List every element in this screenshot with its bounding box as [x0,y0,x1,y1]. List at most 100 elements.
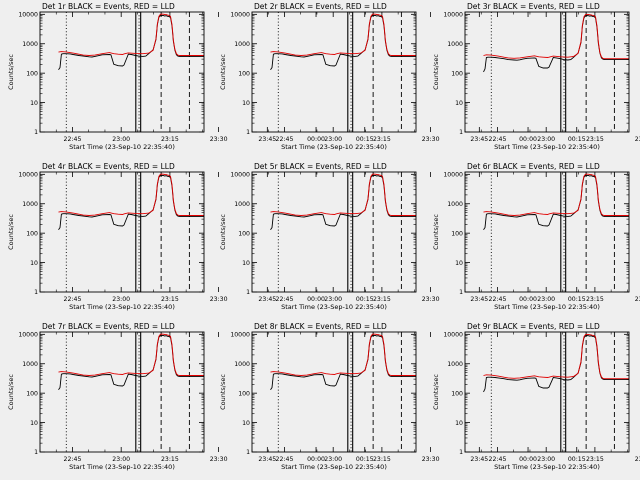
y-tick-label: 1000 [22,201,38,208]
plot-frame [251,331,417,453]
y-tick-label: 1000 [447,201,463,208]
panel-title: Det 9r BLACK = Events, RED = LLD [467,322,600,331]
panel-det-5: Det 5r BLACK = Events, RED = LLD11010010… [219,162,586,311]
x-tick-label: 23:45 [258,136,276,143]
y-tick-label: 100 [238,70,250,77]
y-axis-label: Counts/sec [7,214,15,250]
y-tick-label: 10 [30,420,38,427]
x-tick-label: 22:45 [64,296,82,303]
panel-det-1: Det 1r BLACK = Events, RED = LLD11010010… [7,2,374,151]
y-tick-label: 1 [459,449,463,456]
x-tick-label: 23:15 [373,456,391,463]
y-tick-label: 10000 [18,12,38,19]
y-tick-label: 1 [459,289,463,296]
events-series-line [483,15,629,73]
x-tick-label: 23:00 [324,136,342,143]
panel-det-9: Det 9r BLACK = Events, RED = LLD 1 10 100 10… [432,322,640,471]
plot-frame [39,331,205,453]
x-tick-label: 23:00 [112,136,130,143]
plot-frame [464,331,630,453]
y-tick-label: 10 [455,100,463,107]
panel-title: Det 7r BLACK = Events, RED = LLD [42,322,175,331]
lld-series-line [483,13,629,60]
panel-title: Det 1r BLACK = Events, RED = LLD [42,2,175,11]
y-tick-label: 100 [451,70,463,77]
y-tick-label: 10 [30,100,38,107]
y-axis-label: Counts/sec [219,54,227,90]
y-tick-label: 10 [455,420,463,427]
y-tick-label: 100 [238,230,250,237]
panel-title: Det 6r BLACK = Events, RED = LLD [467,162,600,171]
x-tick-label: 00:00 [519,456,537,463]
events-series-line [270,174,416,231]
plot-frame [464,11,630,133]
x-tick-label: 22:45 [276,296,294,303]
x-tick-label: 22:45 [276,456,294,463]
y-axis-label: Counts/sec [432,54,440,90]
y-tick-label: 1 [246,449,250,456]
y-tick-label: 10 [30,260,38,267]
y-tick-label: 1 [34,289,38,296]
panel-title: Det 3r BLACK = Events, RED = LLD [467,2,600,11]
y-tick-label: 1000 [447,361,463,368]
x-tick-label: 00:00 [519,296,537,303]
x-tick-label: 23:15 [373,136,391,143]
x-tick-label: 23:15 [161,456,179,463]
x-tick-label: 23:15 [161,136,179,143]
panel-det-7: Det 7r BLACK = Events, RED = LLD11010010… [7,322,374,471]
y-tick-label: 1 [459,129,463,136]
y-tick-label: 1 [34,129,38,136]
y-tick-label: 100 [26,70,38,77]
lld-series-line [58,333,204,376]
y-axis-label: Counts/sec [7,54,15,90]
x-tick-label: 22:45 [489,296,507,303]
x-tick-label: 23:00 [324,456,342,463]
x-axis-label: Start Time (23-Sep-10 22:35:40) [281,303,387,311]
y-tick-label: 10 [242,260,250,267]
events-series-line [58,14,204,71]
x-tick-label: 00:00 [307,296,325,303]
x-tick-label: 23:45 [258,296,276,303]
x-tick-label: 00:15 [568,136,586,143]
panel-det-2: Det 2r BLACK = Events, RED = LLD11010010… [219,2,586,151]
x-tick-label: 22:45 [489,136,507,143]
y-tick-label: 100 [451,390,463,397]
x-tick-label: 22:45 [64,456,82,463]
plot-frame [39,171,205,293]
y-tick-label: 10 [242,100,250,107]
y-tick-label: 10000 [230,12,250,19]
x-tick-label: 23:30 [422,296,440,303]
x-tick-label: 22:45 [489,456,507,463]
y-tick-label: 1 [246,129,250,136]
y-tick-label: 10 [242,420,250,427]
x-tick-label: 23:45 [470,296,488,303]
y-axis-label: Counts/sec [7,374,15,410]
x-tick-label: 23:00 [537,136,555,143]
y-tick-label: 10000 [443,12,463,19]
lld-series-line [270,173,416,216]
x-tick-label: 23:15 [586,456,604,463]
x-tick-label: 22:45 [64,136,82,143]
x-tick-label: 23:15 [586,136,604,143]
events-series-line [58,334,204,391]
events-series-line [58,174,204,231]
x-tick-label: 23:30 [210,136,228,143]
y-tick-label: 10000 [18,332,38,339]
panel-det-4: Det 4r BLACK = Events, RED = LLD11010010… [7,162,374,311]
lld-series-line [58,173,204,216]
x-tick-label: 00:15 [356,296,374,303]
x-tick-label: 23:45 [470,456,488,463]
y-tick-label: 1000 [234,41,250,48]
events-series-line [270,334,416,391]
x-tick-label: 00:15 [356,136,374,143]
plot-frame [464,171,630,293]
plot-frame [251,171,417,293]
y-tick-label: 10000 [443,332,463,339]
x-axis-label: Start Time (23-Sep-10 22:35:40) [69,463,175,471]
events-series-line [270,14,416,71]
x-tick-label: 22:45 [276,136,294,143]
y-tick-label: 10000 [230,332,250,339]
x-tick-label: 23:30 [210,296,228,303]
panel-det-3: Det 3r BLACK = Events, RED = LLD 1 10 100 10… [432,2,640,151]
